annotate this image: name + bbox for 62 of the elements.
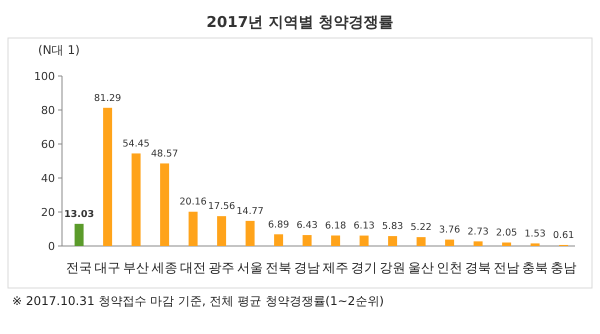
data-label: 3.76 — [439, 224, 460, 236]
data-label: 6.13 — [354, 220, 375, 232]
x-tick-label: 인천 — [436, 261, 463, 276]
x-tick-label: 제주 — [322, 261, 349, 276]
bar — [388, 236, 398, 246]
bar — [416, 237, 426, 246]
bar — [103, 108, 112, 246]
x-tick-label: 세종 — [152, 261, 178, 276]
y-tick-label: 40 — [41, 172, 55, 185]
y-tick-label: 80 — [41, 104, 55, 117]
data-label: 6.43 — [296, 220, 318, 232]
data-label: 48.57 — [151, 148, 178, 160]
data-label: 5.22 — [410, 222, 432, 234]
x-tick-label: 전북 — [266, 261, 292, 276]
x-tick-label: 충남 — [550, 261, 577, 276]
y-tick-label: 0 — [48, 240, 55, 253]
text: ※ 2017.10.31 청약접수 마감 기준, 전체 평균 청약경쟁률(1~2순위) — [12, 294, 384, 308]
data-label: 14.77 — [236, 206, 264, 217]
x-tick-label: 대구 — [94, 261, 121, 276]
x-tick-label: 울산 — [408, 261, 434, 276]
bar — [217, 216, 226, 246]
y-tick-label: 60 — [41, 138, 55, 151]
data-label: 54.45 — [122, 138, 150, 150]
y-axis-title: (N대 1) — [38, 43, 80, 57]
x-tick-label: 광주 — [208, 261, 235, 276]
bar — [474, 241, 483, 246]
data-label: 2.73 — [468, 226, 489, 238]
x-tick-label: 경북 — [465, 261, 492, 276]
bar — [445, 240, 454, 246]
bar — [502, 242, 512, 246]
data-label: 0.61 — [553, 230, 574, 241]
bar — [74, 224, 84, 246]
data-label: 6.18 — [325, 220, 346, 232]
x-tick-label: 전남 — [494, 261, 520, 276]
chart-title: 2017년 지역별 청약경쟁률 — [206, 13, 394, 31]
bar — [132, 153, 141, 246]
x-tick-label: 강원 — [380, 261, 406, 276]
data-label: 5.83 — [382, 221, 404, 232]
bar — [331, 235, 340, 246]
data-label: 20.16 — [180, 196, 207, 208]
y-tick-label: 20 — [41, 206, 55, 219]
data-label: 13.03 — [64, 208, 94, 220]
x-tick-label: 대전 — [180, 261, 206, 276]
x-tick-label: 경기 — [351, 261, 378, 276]
x-tick-label: 경남 — [294, 261, 320, 276]
data-label: 2.05 — [496, 228, 518, 239]
bar — [188, 212, 198, 246]
bar — [160, 163, 170, 246]
bar — [302, 235, 312, 246]
x-tick-label: 충북 — [522, 261, 548, 276]
x-tick-label: 서울 — [237, 261, 264, 276]
x-tick-label: 전국 — [66, 261, 92, 276]
data-label: 17.56 — [208, 201, 236, 212]
bar — [274, 234, 284, 246]
x-tick-label: 부산 — [123, 261, 150, 276]
bar — [246, 220, 255, 246]
bar — [530, 243, 540, 246]
data-label: 1.53 — [524, 228, 546, 240]
data-label: 6.89 — [268, 219, 290, 230]
bar — [360, 236, 369, 246]
y-tick-label: 100 — [34, 70, 55, 83]
data-label: 81.29 — [94, 92, 122, 104]
